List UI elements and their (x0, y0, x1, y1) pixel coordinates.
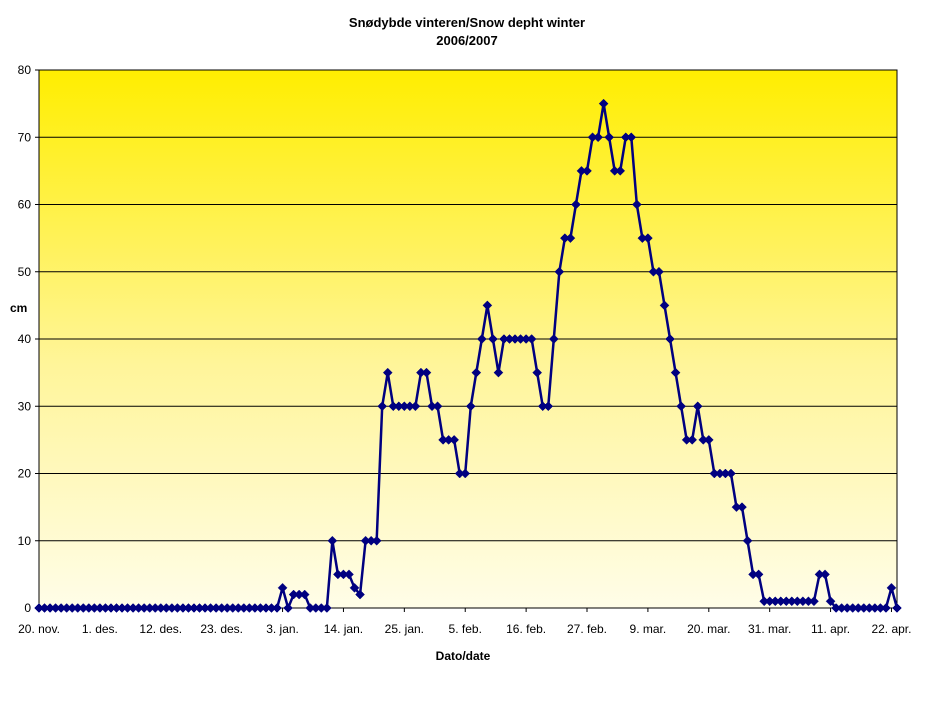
data-point (460, 468, 471, 479)
data-point (382, 367, 393, 378)
x-tick-label: 16. feb. (506, 622, 546, 636)
x-tick-label: 31. mar. (748, 622, 791, 636)
data-point (726, 468, 736, 479)
data-point (482, 300, 493, 311)
series-snow-depth (34, 98, 902, 613)
data-point (432, 401, 443, 412)
data-point (277, 582, 288, 593)
y-axis-title: cm (10, 301, 27, 315)
x-axis-title: Dato/date (436, 649, 491, 663)
x-tick-label: 20. mar. (687, 622, 730, 636)
axes (38, 69, 898, 609)
data-point (571, 199, 581, 210)
plot-border (38, 69, 898, 609)
x-tick-label: 14. jan. (324, 622, 363, 636)
data-point (543, 401, 554, 412)
data-point (598, 98, 609, 109)
y-tick-label: 40 (18, 332, 32, 346)
x-tick-label: 5. feb. (449, 622, 482, 636)
y-axis-ticks: 0 10 20 30 40 50 60 70 80 (18, 63, 39, 615)
data-point (283, 603, 293, 613)
data-point (753, 569, 764, 580)
data-point (687, 435, 698, 445)
x-tick-label: 23. des. (200, 622, 243, 636)
data-point (476, 334, 487, 344)
data-point (626, 132, 637, 143)
data-point (737, 502, 747, 512)
data-point (643, 233, 653, 243)
data-point (593, 132, 603, 143)
data-point (371, 535, 382, 546)
data-point (820, 569, 830, 580)
data-point (565, 233, 576, 243)
data-point (548, 334, 559, 344)
data-point (377, 401, 388, 412)
data-point (604, 132, 615, 143)
data-point (327, 535, 338, 546)
y-tick-label: 50 (18, 265, 32, 279)
x-tick-label: 1. des. (82, 622, 118, 636)
data-point (410, 401, 421, 412)
data-point (449, 435, 460, 445)
data-point (465, 401, 476, 412)
data-point (532, 367, 543, 378)
data-point (321, 603, 332, 613)
data-point (703, 435, 714, 445)
data-point (825, 596, 836, 607)
y-tick-label: 30 (18, 399, 32, 413)
data-point (654, 266, 664, 277)
y-tick-label: 20 (18, 467, 32, 481)
x-tick-label: 25. jan. (385, 622, 424, 636)
data-point (659, 300, 670, 311)
x-tick-label: 20. nov. (18, 622, 60, 636)
y-tick-label: 60 (18, 198, 32, 212)
x-tick-label: 9. mar. (630, 622, 667, 636)
data-point (554, 266, 565, 277)
data-point (421, 367, 432, 378)
data-point (493, 367, 504, 378)
data-point (355, 589, 365, 600)
data-point (526, 334, 537, 344)
data-point (692, 401, 703, 412)
data-point (881, 603, 891, 613)
data-point (809, 596, 819, 607)
x-tick-label: 3. jan. (266, 622, 299, 636)
x-tick-label: 27. feb. (567, 622, 607, 636)
data-point (670, 367, 681, 378)
data-point (615, 166, 626, 176)
chart-title: Snødybde vinteren/Snow depht winter 2006… (0, 14, 934, 50)
y-tick-label: 80 (18, 63, 32, 77)
data-point (886, 582, 897, 593)
data-point (349, 582, 360, 593)
x-axis-ticks: 20. nov. 1. des. 12. des. 23. des. 3. jan. 14… (18, 608, 911, 636)
y-tick-label: 0 (24, 601, 31, 615)
data-point (471, 367, 482, 378)
data-point (665, 334, 675, 344)
x-tick-label: 22. apr. (871, 622, 911, 636)
x-tick-label: 11. apr. (811, 622, 850, 636)
data-point (488, 334, 498, 344)
chart-title-line2: 2006/2007 (436, 33, 498, 48)
data-point (631, 199, 642, 210)
data-point (582, 166, 592, 176)
data-point (892, 603, 902, 613)
data-point (676, 401, 686, 412)
data-point (742, 535, 753, 546)
y-tick-label: 10 (18, 534, 32, 548)
data-point (299, 589, 310, 600)
y-tick-label: 70 (18, 130, 32, 144)
data-point (344, 569, 354, 580)
chart-title-line1: Snødybde vinteren/Snow depht winter (348, 15, 586, 30)
x-tick-label: 12. des. (139, 622, 182, 636)
data-point (272, 603, 282, 613)
